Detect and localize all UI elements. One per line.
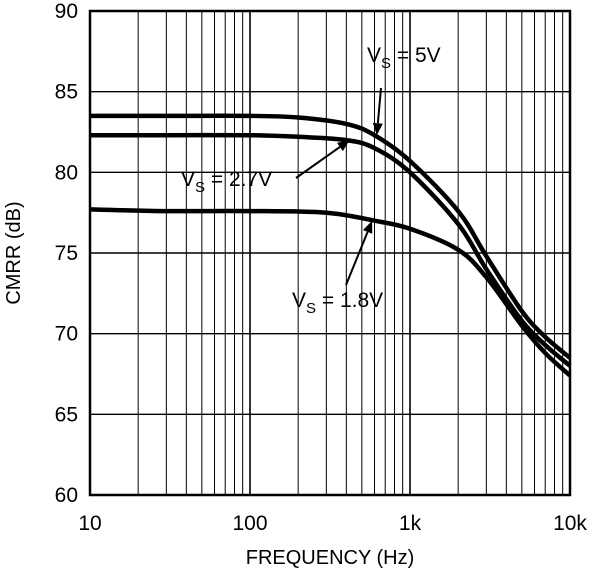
y-axis-label: CMRR (dB) bbox=[3, 201, 25, 304]
y-tick-label: 60 bbox=[55, 484, 78, 507]
x-tick-label: 10 bbox=[78, 512, 101, 535]
y-tick-label: 65 bbox=[55, 403, 78, 426]
y-tick-label: 70 bbox=[55, 323, 78, 346]
y-tick-label: 75 bbox=[55, 242, 78, 265]
annotation-arrow-line bbox=[345, 231, 369, 286]
x-tick-label: 100 bbox=[232, 512, 267, 535]
annotation-label: VS = 2.7V bbox=[181, 168, 272, 196]
annotation-arrow-head bbox=[337, 140, 350, 152]
y-tick-label: 80 bbox=[55, 161, 78, 184]
series-line-3 bbox=[89, 207, 572, 378]
annotation-label: VS = 5V bbox=[367, 44, 441, 72]
annotation-label: VS = 1.8V bbox=[292, 289, 383, 317]
annotation-arrow-line bbox=[376, 87, 382, 124]
series-line-2 bbox=[90, 132, 572, 368]
annotation-2: VS = 2.7V bbox=[181, 140, 350, 196]
plot-frame bbox=[88, 9, 572, 497]
annotations: VS = 5V VS = 2.7V VS = 1.8V bbox=[181, 44, 441, 317]
annotation-arrow-head bbox=[372, 122, 383, 136]
series-group bbox=[89, 113, 572, 378]
y-tick-label: 85 bbox=[55, 81, 78, 104]
x-tick-label: 10k bbox=[553, 512, 587, 535]
annotation-1: VS = 5V bbox=[367, 44, 441, 136]
grid bbox=[90, 11, 570, 495]
annotation-arrow-head bbox=[362, 220, 373, 234]
y-tick-label: 90 bbox=[55, 0, 78, 23]
x-tick-label: 1k bbox=[399, 512, 422, 535]
x-axis-label: FREQUENCY (Hz) bbox=[246, 547, 415, 569]
tick-labels: 60 65 70 75 80 85 90 10 100 1k 10k bbox=[55, 0, 588, 535]
series-line-1 bbox=[89, 113, 572, 360]
annotation-3: VS = 1.8V bbox=[292, 220, 383, 317]
annotation-arrow-line bbox=[295, 146, 341, 179]
